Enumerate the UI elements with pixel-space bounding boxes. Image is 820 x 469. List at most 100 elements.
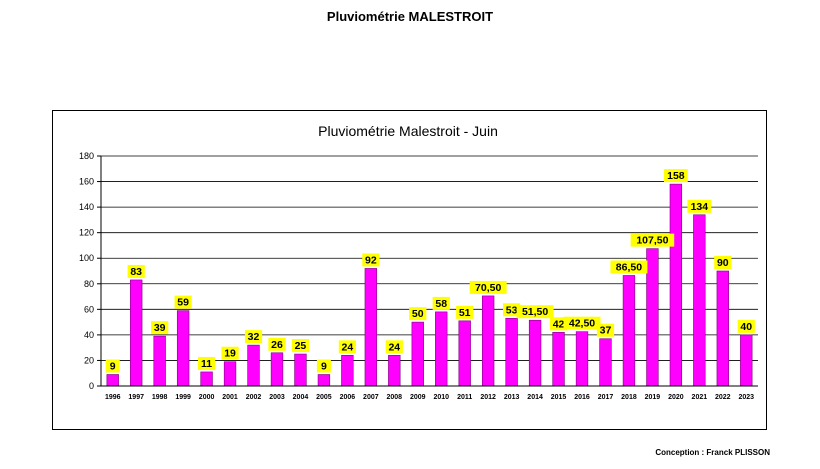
data-label-bg [338, 340, 356, 354]
bar-2009 [411, 321, 424, 387]
bar-2013 [505, 317, 518, 387]
x-tick-label: 2009 [410, 394, 426, 401]
bar-2021 [693, 214, 706, 387]
x-tick-label: 2010 [433, 394, 449, 401]
y-tick-label: 20 [84, 355, 94, 365]
x-tick-label: 2005 [316, 394, 332, 401]
data-label: 26 [271, 339, 283, 351]
data-label: 134 [691, 201, 709, 213]
data-label: 107,50 [636, 235, 668, 247]
data-label-bg [596, 323, 615, 337]
data-label: 39 [154, 322, 166, 334]
y-tick-label: 100 [79, 253, 94, 263]
bar-2010 [435, 311, 448, 387]
bar-2016 [575, 331, 589, 387]
data-label: 19 [224, 348, 236, 360]
bar-2015 [552, 332, 565, 387]
bar-2017 [599, 338, 612, 387]
data-label: 59 [177, 297, 189, 309]
bar-2002 [247, 344, 260, 387]
bar-2018 [622, 275, 636, 387]
bar-2022 [716, 270, 729, 387]
x-tick-label: 2016 [574, 394, 590, 401]
y-tick-label: 80 [84, 279, 94, 289]
data-label: 25 [295, 340, 307, 352]
data-label: 53 [506, 304, 518, 316]
data-label: 86,50 [616, 261, 642, 273]
data-label-bg [385, 340, 403, 354]
bar-2001 [223, 361, 237, 387]
y-tick-label: 160 [79, 177, 94, 187]
x-tick-label: 2002 [246, 394, 262, 401]
data-label: 40 [740, 321, 752, 333]
y-tick-label: 180 [79, 151, 94, 161]
x-tick-label: 2022 [715, 394, 731, 401]
x-tick-label: 2001 [222, 394, 238, 401]
bar-2008 [388, 355, 401, 387]
bar-1996 [106, 374, 119, 387]
data-label: 11 [201, 358, 212, 370]
data-label-bg [291, 339, 310, 353]
data-label: 42 [553, 318, 565, 330]
bar-2011 [458, 320, 471, 387]
y-axis-tick-labels: 0 20 40 60 80 100 120 140 160 180 [79, 151, 101, 391]
bar-2000 [200, 371, 213, 387]
data-label-bg [687, 199, 712, 213]
y-tick-label: 40 [84, 330, 94, 340]
x-tick-label: 2004 [293, 394, 309, 401]
data-label: 42,50 [569, 318, 595, 330]
x-tick-label: 2000 [199, 394, 215, 401]
data-label: 90 [717, 257, 729, 269]
data-label: 83 [130, 266, 142, 278]
chart-title: Pluviométrie Malestroit - Juin [318, 123, 498, 139]
x-tick-label: 2003 [269, 394, 285, 401]
x-tick-label: 2015 [551, 394, 567, 401]
data-label-bg [362, 253, 380, 267]
data-label-bg [127, 264, 145, 278]
bar-chart: Pluviométrie Malestroit - Juin 0 20 40 60 80… [79, 123, 758, 401]
x-tick-label: 2023 [738, 394, 754, 401]
data-label-bg [174, 295, 192, 309]
credit-text: Conception : Franck PLISSON [655, 448, 770, 457]
data-label-bg [630, 233, 675, 247]
chart-frame: Pluviométrie Malestroit - Juin 0 20 40 60 80… [52, 110, 767, 430]
data-label-bg [316, 359, 331, 373]
bar-2023 [740, 334, 753, 387]
data-label-bg [563, 316, 601, 330]
y-tick-label: 120 [79, 228, 94, 238]
data-label-bg [151, 321, 169, 335]
data-label: 9 [110, 361, 116, 373]
bar-2005 [317, 374, 331, 387]
data-label: 32 [248, 331, 260, 343]
x-tick-label: 1997 [128, 394, 144, 401]
data-labels: 9 83 39 59 11 19 32 26 25 9 24 92 24 50 58 51 70,50 53 51,… [105, 169, 755, 373]
x-tick-label: 2013 [504, 394, 520, 401]
bar-1998 [153, 335, 166, 387]
y-tick-label: 140 [79, 202, 94, 212]
data-label-bg [663, 169, 688, 183]
x-tick-label: 2017 [598, 394, 614, 401]
data-label-bg [105, 359, 120, 373]
data-label: 70,50 [475, 282, 501, 294]
bar-2003 [270, 352, 284, 387]
gridlines [101, 155, 758, 361]
data-label-bg [268, 337, 286, 351]
data-label-bg [244, 330, 263, 344]
data-label-bg [516, 305, 554, 319]
data-label-bg [221, 346, 239, 360]
data-label-bg [714, 256, 732, 269]
x-tick-label: 2020 [668, 394, 684, 401]
bar-2012 [481, 295, 495, 387]
data-label: 51 [459, 307, 471, 319]
x-tick-label: 2018 [621, 394, 637, 401]
x-tick-label: 2021 [692, 394, 708, 401]
x-tick-label: 2006 [340, 394, 356, 401]
bar-2020 [669, 183, 683, 387]
x-axis-tick-labels: 1996 1997 1998 1999 2000 2001 2002 2003 2004 2005… [105, 394, 754, 401]
bar-2014 [528, 319, 542, 387]
data-label: 37 [600, 325, 612, 337]
data-label: 50 [412, 308, 424, 320]
page-title: Pluviométrie MALESTROIT [326, 9, 494, 24]
y-tick-label: 60 [84, 304, 94, 314]
bar-2019 [646, 248, 659, 387]
